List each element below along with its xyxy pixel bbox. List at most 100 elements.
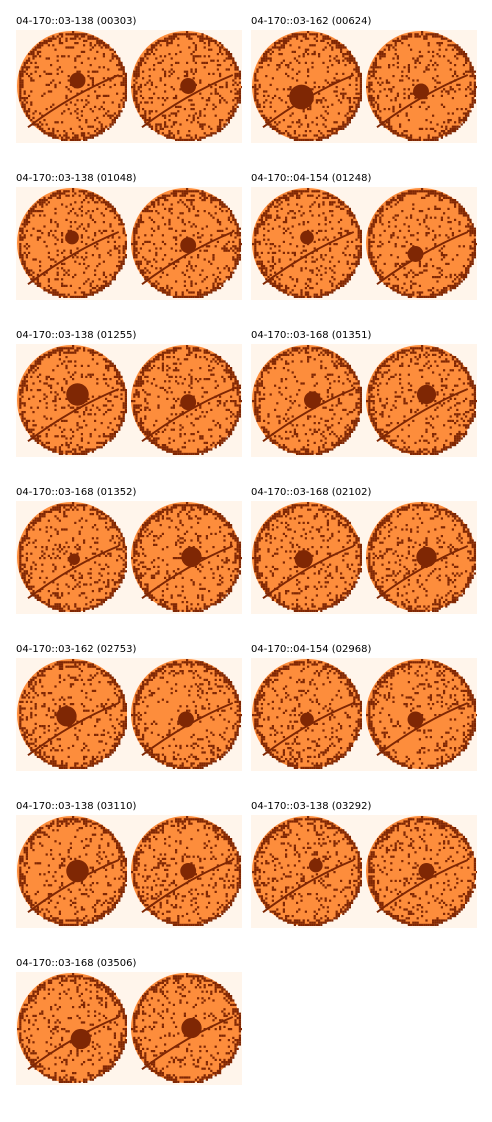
image-panel: 04-170::03-138 (03110) bbox=[16, 801, 242, 931]
image-panel: 04-170::04-154 (01248) bbox=[251, 173, 477, 303]
panel-title: 04-170::03-138 (03110) bbox=[16, 801, 137, 812]
panel-title: 04-170::03-138 (01255) bbox=[16, 330, 137, 341]
plate-image bbox=[16, 658, 242, 771]
spot bbox=[294, 550, 313, 569]
spot bbox=[308, 858, 323, 873]
plate-image bbox=[16, 501, 242, 614]
streak bbox=[376, 545, 469, 600]
plate-pair bbox=[17, 345, 242, 455]
streak bbox=[376, 702, 469, 757]
spot bbox=[300, 712, 314, 727]
speckles bbox=[366, 345, 477, 455]
streak bbox=[141, 859, 234, 914]
speckles bbox=[252, 502, 362, 612]
image-panel: 04-170::03-162 (02753) bbox=[16, 644, 242, 774]
plate-pair bbox=[17, 659, 242, 769]
spot bbox=[416, 546, 437, 568]
spot bbox=[407, 711, 424, 728]
plate-pair bbox=[17, 188, 242, 298]
plate-image bbox=[251, 187, 477, 300]
speckles bbox=[131, 659, 242, 769]
plate-image bbox=[251, 30, 477, 143]
image-panel: 04-170::03-168 (03506) bbox=[16, 958, 242, 1088]
speckles bbox=[19, 816, 127, 926]
image-panel: 04-170::03-138 (01048) bbox=[16, 173, 242, 303]
streak bbox=[376, 388, 469, 443]
disc bbox=[17, 973, 127, 1083]
speckles bbox=[17, 973, 127, 1083]
streak bbox=[376, 859, 469, 914]
plate-pair bbox=[252, 502, 476, 612]
spot bbox=[56, 706, 77, 727]
spot bbox=[178, 711, 194, 728]
spot bbox=[418, 863, 435, 879]
image-panel: 04-170::03-138 (03292) bbox=[251, 801, 477, 931]
streak bbox=[262, 388, 355, 443]
plate-pair bbox=[252, 188, 477, 298]
streak bbox=[141, 388, 234, 443]
panel-title: 04-170::03-162 (00624) bbox=[251, 16, 372, 27]
plate-pair bbox=[252, 659, 477, 769]
streak bbox=[262, 545, 355, 600]
speckles bbox=[131, 816, 241, 926]
speckles bbox=[19, 31, 127, 141]
streak bbox=[141, 1016, 234, 1071]
streak bbox=[27, 702, 120, 757]
spot bbox=[180, 394, 197, 411]
spot bbox=[180, 863, 197, 879]
spot bbox=[289, 84, 314, 110]
panel-title: 04-170::03-168 (01351) bbox=[251, 330, 372, 341]
spot bbox=[181, 1017, 202, 1039]
speckles bbox=[252, 345, 362, 455]
plate-pair bbox=[17, 973, 242, 1083]
image-panel: 04-170::03-168 (02102) bbox=[251, 487, 477, 617]
speckles bbox=[19, 659, 127, 769]
plate-pair bbox=[252, 31, 477, 141]
plate-image bbox=[251, 344, 477, 457]
speckles bbox=[131, 345, 242, 455]
speckles bbox=[252, 188, 362, 298]
plate-pair bbox=[17, 816, 241, 926]
streak bbox=[141, 231, 234, 286]
panel-title: 04-170::03-168 (01352) bbox=[16, 487, 137, 498]
panel-title: 04-170::03-168 (03506) bbox=[16, 958, 137, 969]
panel-title: 04-170::04-154 (01248) bbox=[251, 173, 372, 184]
speckles bbox=[366, 31, 477, 141]
plate-pair bbox=[17, 502, 242, 612]
streak bbox=[141, 545, 234, 600]
speckles bbox=[19, 345, 127, 455]
panel-title: 04-170::03-138 (00303) bbox=[16, 16, 137, 27]
plate-image bbox=[251, 501, 477, 614]
disc bbox=[366, 188, 476, 298]
spot bbox=[70, 1028, 91, 1050]
streak bbox=[27, 859, 120, 914]
streak bbox=[27, 74, 120, 129]
plate-image bbox=[251, 815, 477, 928]
streak bbox=[262, 231, 355, 286]
plate-image bbox=[16, 815, 242, 928]
panel-title: 04-170::03-138 (01048) bbox=[16, 173, 137, 184]
plate-pair bbox=[252, 816, 477, 926]
image-panel: 04-170::03-168 (01351) bbox=[251, 330, 477, 460]
speckles bbox=[366, 659, 477, 769]
speckles bbox=[131, 502, 242, 612]
panel-title: 04-170::03-168 (02102) bbox=[251, 487, 372, 498]
spot bbox=[180, 237, 197, 254]
plate-image bbox=[16, 30, 242, 143]
speckles bbox=[131, 973, 242, 1083]
streak bbox=[141, 74, 234, 129]
panel-title: 04-170::03-162 (02753) bbox=[16, 644, 137, 655]
speckles bbox=[252, 31, 362, 141]
panel-title: 04-170::03-138 (03292) bbox=[251, 801, 372, 812]
spot bbox=[180, 78, 197, 94]
image-panel: 04-170::03-162 (00624) bbox=[251, 16, 477, 146]
plate-image bbox=[16, 187, 242, 300]
speckles bbox=[19, 188, 127, 298]
plate-image bbox=[16, 972, 242, 1085]
spot bbox=[413, 83, 429, 100]
plate-image bbox=[16, 344, 242, 457]
plate-pair bbox=[17, 31, 242, 141]
spot bbox=[69, 72, 86, 89]
image-panel: 04-170::03-138 (01255) bbox=[16, 330, 242, 460]
streak bbox=[27, 388, 120, 443]
